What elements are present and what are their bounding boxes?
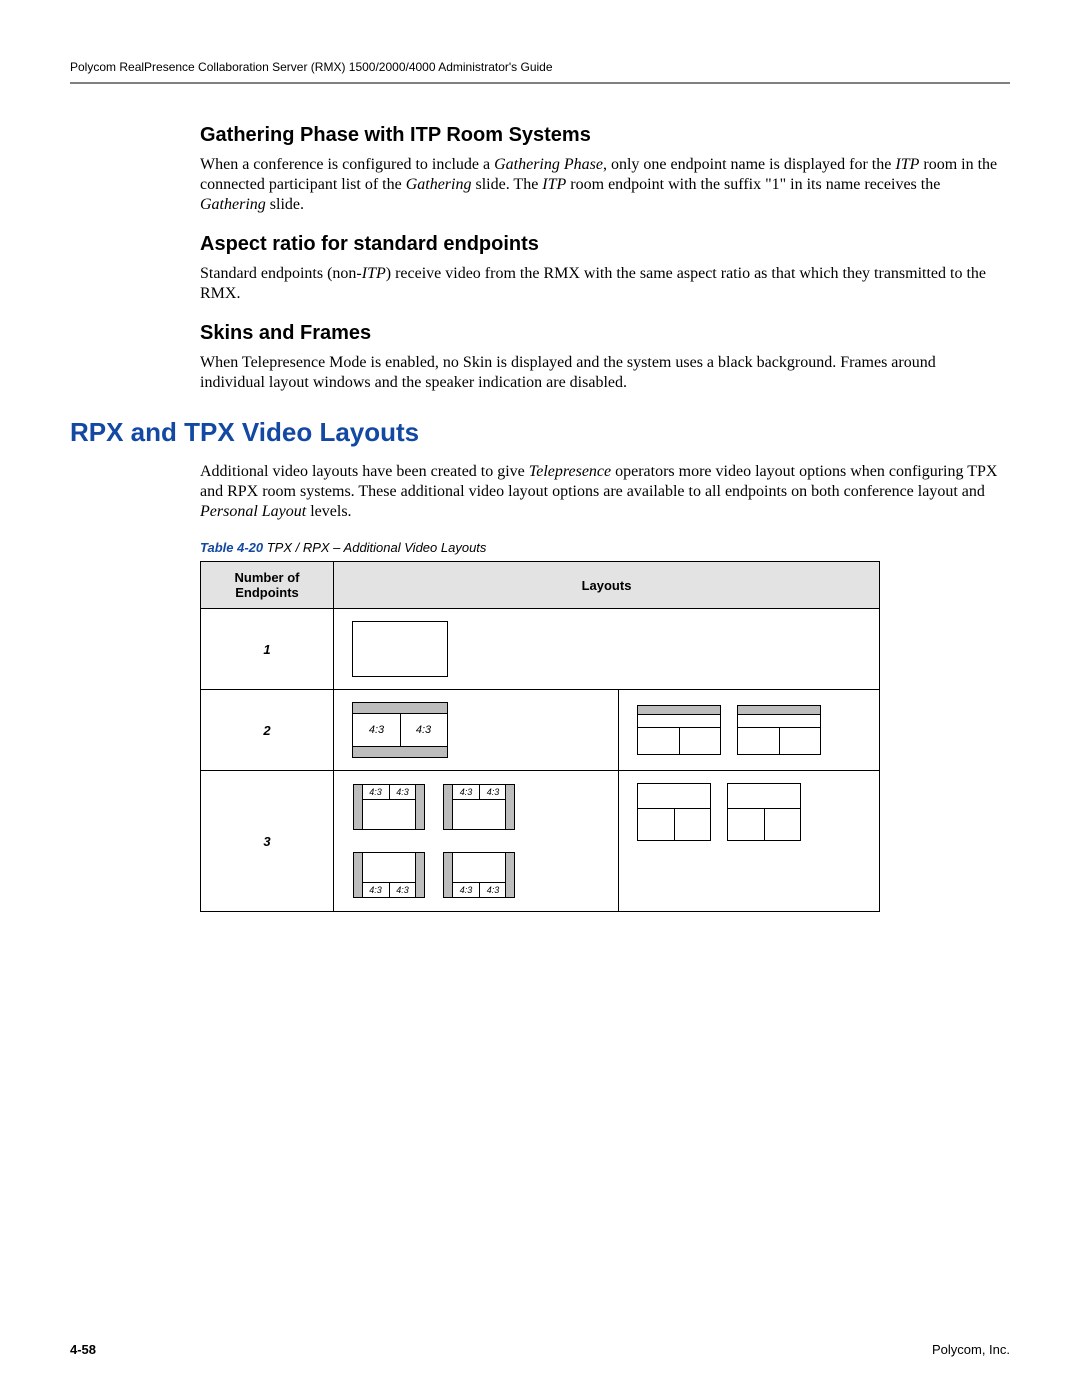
layout-icon-2a: 4:3 4:3 [352, 702, 448, 758]
para-aspect: Standard endpoints (non-ITP) receive vid… [200, 264, 1000, 304]
ratio-label: 4:3 [369, 885, 382, 895]
ratio-label: 4:3 [369, 724, 384, 736]
layouts-table: Number of Endpoints Layouts 1 2 [200, 561, 880, 912]
ratio-label: 4:3 [460, 787, 473, 797]
layout-icon-3bot: 4:3 4:3 [443, 852, 515, 898]
layout-icon-3bot: 4:3 4:3 [353, 852, 425, 898]
layout-cell [619, 771, 880, 912]
endpoint-count: 1 [201, 609, 334, 690]
th-layouts: Layouts [334, 562, 880, 609]
para-rpx-tpx: Additional video layouts have been creat… [200, 462, 1000, 522]
table-caption-label: Table 4-20 [200, 540, 263, 555]
th-endpoints: Number of Endpoints [201, 562, 334, 609]
page-footer: 4-58 Polycom, Inc. [70, 1342, 1010, 1357]
ratio-label: 4:3 [487, 787, 500, 797]
footer-company: Polycom, Inc. [932, 1342, 1010, 1357]
table-row: 1 [201, 609, 880, 690]
layout-icon-2b [637, 705, 721, 755]
table-row: 3 4:3 4:3 [201, 771, 880, 912]
heading-skins: Skins and Frames [200, 322, 1000, 345]
ratio-label: 4:3 [487, 885, 500, 895]
layout-icon-3r [727, 783, 801, 841]
layout-icon-3r [637, 783, 711, 841]
ratio-label: 4:3 [396, 787, 409, 797]
layout-cell: 4:3 4:3 4:3 4:3 [334, 771, 619, 912]
document-page: Polycom RealPresence Collaboration Serve… [0, 0, 1080, 1397]
ratio-label: 4:3 [460, 885, 473, 895]
endpoint-count: 2 [201, 690, 334, 771]
layout-cell: 4:3 4:3 [334, 690, 619, 771]
ratio-label: 4:3 [369, 787, 382, 797]
table-caption: Table 4-20 TPX / RPX – Additional Video … [200, 540, 1000, 555]
endpoint-count: 3 [201, 771, 334, 912]
ratio-label: 4:3 [416, 724, 431, 736]
layout-icon-single [352, 621, 448, 677]
para-gathering: When a conference is configured to inclu… [200, 155, 1000, 215]
layout-icon-2b [737, 705, 821, 755]
para-skins: When Telepresence Mode is enabled, no Sk… [200, 353, 1000, 393]
page-number: 4-58 [70, 1342, 96, 1357]
layout-cell [334, 609, 880, 690]
layout-icon-3top: 4:3 4:3 [353, 784, 425, 830]
header-rule [70, 82, 1010, 84]
layout-icon-3top: 4:3 4:3 [443, 784, 515, 830]
table-row: 2 4:3 4:3 [201, 690, 880, 771]
heading-rpx-tpx: RPX and TPX Video Layouts [70, 417, 1010, 448]
heading-gathering: Gathering Phase with ITP Room Systems [200, 124, 1000, 147]
layout-cell [619, 690, 880, 771]
ratio-label: 4:3 [396, 885, 409, 895]
table-caption-text: TPX / RPX – Additional Video Layouts [263, 540, 486, 555]
heading-aspect: Aspect ratio for standard endpoints [200, 233, 1000, 256]
running-header: Polycom RealPresence Collaboration Serve… [70, 60, 1010, 74]
